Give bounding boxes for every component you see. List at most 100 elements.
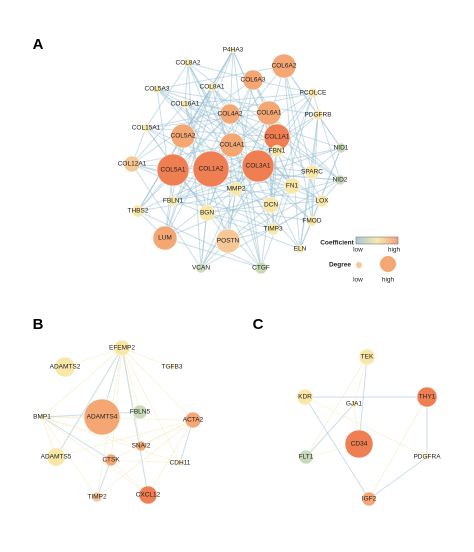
node-label: PCOLCE	[300, 90, 327, 97]
node	[54, 356, 76, 378]
panel-label: B	[33, 316, 44, 333]
node	[306, 215, 318, 227]
node	[176, 459, 184, 467]
node	[298, 449, 314, 465]
edge	[110, 347, 123, 461]
edge	[121, 347, 181, 464]
edge	[156, 65, 285, 90]
node	[254, 261, 268, 275]
edge	[317, 114, 342, 149]
node	[215, 228, 241, 254]
legend-node-small	[356, 262, 362, 268]
node-label: FLT1	[299, 454, 314, 461]
node	[283, 177, 301, 195]
node	[141, 123, 151, 133]
node-label: CTSK	[102, 457, 120, 464]
node	[271, 53, 297, 79]
node-label: FN1	[286, 183, 299, 190]
node-label: COL8A1	[200, 84, 225, 91]
node-label: COL16A1	[171, 101, 200, 108]
node	[46, 447, 66, 467]
node-label: TEK	[361, 354, 374, 361]
edge	[206, 212, 274, 230]
node	[168, 363, 176, 371]
legend-node-large	[380, 256, 396, 272]
edge	[206, 204, 272, 214]
node-label: EFEMP2	[109, 345, 135, 352]
node-label: FBN1	[269, 148, 286, 155]
edge	[96, 419, 194, 498]
edge	[110, 459, 181, 464]
node	[180, 99, 190, 109]
edge	[147, 419, 194, 496]
legend-low: low	[353, 247, 363, 254]
node	[361, 491, 377, 507]
node	[38, 413, 46, 421]
edge	[55, 347, 123, 458]
edge	[145, 112, 270, 129]
edge	[210, 168, 341, 181]
node	[241, 149, 275, 183]
node-label: COL5A3	[145, 86, 170, 93]
edge	[131, 144, 233, 165]
node	[132, 404, 148, 420]
node	[423, 453, 431, 461]
node-label: ELN	[294, 246, 307, 253]
node-label: PDGFRB	[304, 112, 331, 119]
node	[184, 411, 202, 429]
node-label: ADAMTS5	[41, 454, 72, 461]
node	[262, 196, 280, 214]
node-label: COL3A1	[246, 163, 271, 170]
edge	[304, 396, 428, 458]
node-label: NID1	[334, 145, 349, 152]
node-label: THBS2	[128, 208, 149, 215]
node-label: SPARC	[301, 169, 323, 176]
node	[138, 485, 158, 505]
node	[315, 194, 329, 208]
edge	[229, 49, 234, 115]
edge	[121, 347, 194, 421]
node	[334, 174, 346, 186]
node	[270, 144, 284, 158]
node-label: BMP1	[33, 414, 51, 421]
edge	[145, 127, 229, 242]
node-label: SNAI2	[132, 443, 151, 450]
legend-low: low	[353, 277, 363, 284]
node-label: CD34	[351, 441, 368, 448]
node	[207, 82, 217, 92]
edge	[131, 163, 202, 269]
node	[104, 453, 118, 467]
node-label: NID2	[333, 177, 348, 184]
edge	[137, 185, 293, 212]
nodes: A P4HA3 COL8A2 COL6A2 COL6A3 COL8A1 PCOLCE COL5…	[33, 36, 441, 507]
node	[296, 388, 314, 406]
edge	[368, 396, 428, 500]
node-label: TIMP2	[87, 494, 107, 501]
panel-label: A	[33, 36, 44, 53]
node-label: BGN	[200, 210, 214, 217]
panel-label: C	[253, 316, 264, 333]
node	[358, 348, 376, 366]
edge	[358, 356, 368, 445]
node-label: COL5A2	[171, 133, 196, 140]
node-label: VCAN	[192, 265, 210, 272]
edge	[41, 416, 181, 464]
edge	[235, 188, 323, 202]
edge	[283, 65, 313, 173]
node-label: FBLN5	[130, 409, 151, 416]
edge	[121, 347, 173, 368]
node	[307, 87, 319, 99]
edge	[121, 347, 141, 413]
node-label: COL8A2	[176, 60, 201, 67]
edge	[131, 163, 274, 230]
node-label: COL6A1	[257, 110, 282, 117]
edge	[164, 86, 213, 239]
edge	[229, 113, 293, 187]
edge	[312, 92, 341, 181]
edge	[368, 456, 428, 500]
node	[135, 440, 147, 452]
node-label: TGFB3	[162, 364, 183, 371]
edge	[187, 62, 254, 81]
edge	[96, 459, 112, 498]
edge	[164, 237, 262, 269]
